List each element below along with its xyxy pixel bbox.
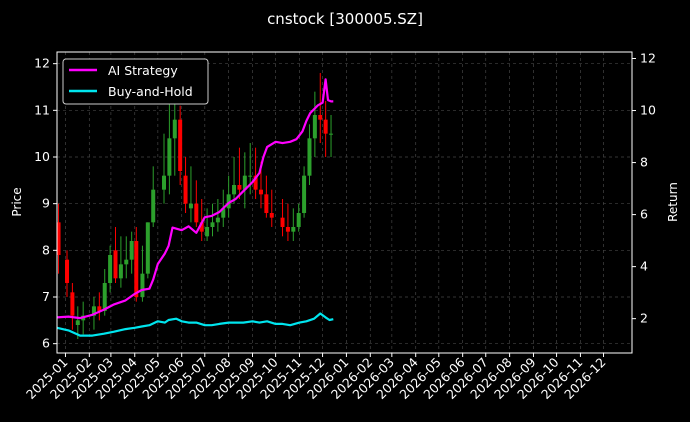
candle-body bbox=[102, 283, 107, 311]
candle-body bbox=[108, 255, 113, 283]
candle-body bbox=[318, 115, 323, 120]
candle-body bbox=[280, 217, 285, 227]
legend-box bbox=[62, 58, 209, 105]
y-tick-label-left: 9 bbox=[42, 196, 50, 211]
candle-body bbox=[237, 185, 242, 190]
candle-body bbox=[205, 227, 210, 237]
candle-body bbox=[215, 217, 220, 223]
candle-body bbox=[285, 227, 290, 232]
candle-body bbox=[264, 194, 269, 213]
candle-body bbox=[312, 115, 317, 139]
candle-body bbox=[134, 241, 139, 297]
y-tick-label-right: 8 bbox=[640, 155, 648, 170]
candle-body bbox=[118, 264, 123, 279]
candle-body bbox=[151, 189, 156, 223]
candle-body bbox=[210, 222, 215, 227]
candle-body bbox=[91, 306, 96, 316]
y-axis-right-label: Return bbox=[666, 182, 680, 222]
candle-body bbox=[167, 138, 172, 176]
x-axis: 2025-012025-022025-032025-042025-052025-… bbox=[23, 353, 609, 402]
candle-body bbox=[302, 175, 307, 213]
candle-body bbox=[232, 185, 237, 195]
candle-body bbox=[242, 175, 247, 190]
candle-body bbox=[124, 259, 129, 265]
candle-body bbox=[129, 241, 134, 260]
candle-body bbox=[329, 133, 334, 135]
candle-body bbox=[70, 292, 75, 316]
y-tick-label-right: 6 bbox=[640, 207, 648, 222]
candle-body bbox=[291, 227, 296, 232]
candle-body bbox=[188, 203, 193, 209]
candle-body bbox=[323, 119, 328, 134]
candle-body bbox=[172, 119, 177, 139]
candle-body bbox=[253, 175, 258, 190]
candle-body bbox=[56, 222, 61, 255]
buy-and-hold-line bbox=[56, 312, 334, 337]
y-tick-label-left: 11 bbox=[34, 102, 50, 117]
y-tick-label-left: 7 bbox=[42, 289, 50, 304]
candle-body bbox=[75, 320, 80, 325]
return-lines bbox=[56, 78, 334, 337]
price-candles bbox=[56, 73, 334, 339]
candle-body bbox=[226, 194, 231, 209]
candle-body bbox=[194, 203, 199, 223]
candle-body bbox=[183, 175, 188, 204]
candle-body bbox=[140, 273, 145, 297]
candle-body bbox=[296, 213, 301, 227]
candle-body bbox=[145, 222, 150, 274]
candle-body bbox=[161, 175, 166, 190]
candle-body bbox=[269, 213, 274, 218]
y-tick-label-right: 10 bbox=[640, 103, 656, 118]
y-axis-right: 2 4 6 8 10 12 bbox=[632, 51, 656, 326]
legend: AI Strategy Buy-and-Hold bbox=[62, 58, 209, 105]
chart-title: cnstock [300005.SZ] bbox=[267, 10, 423, 28]
candle-body bbox=[113, 250, 118, 279]
y-tick-label-left: 10 bbox=[34, 149, 50, 164]
candle-body bbox=[221, 208, 226, 218]
candle-body bbox=[258, 189, 263, 195]
plot-area bbox=[56, 51, 633, 354]
legend-label-ai: AI Strategy bbox=[108, 63, 178, 78]
candle-body bbox=[65, 259, 70, 283]
y-tick-label-left: 8 bbox=[42, 242, 50, 257]
candle-body bbox=[178, 119, 183, 171]
y-axis-left-label: Price bbox=[10, 187, 24, 216]
y-axis-left: 6 7 8 9 10 11 12 bbox=[34, 56, 57, 351]
ai-strategy-line bbox=[56, 78, 334, 320]
y-tick-label-right: 4 bbox=[640, 259, 648, 274]
candle-body bbox=[307, 138, 312, 176]
y-tick-label-left: 6 bbox=[42, 336, 50, 351]
y-tick-label-left: 12 bbox=[34, 56, 50, 71]
candle-body bbox=[97, 306, 102, 311]
candle-body bbox=[199, 222, 204, 232]
y-tick-label-right: 2 bbox=[640, 311, 648, 326]
candle-body bbox=[248, 175, 253, 177]
legend-label-bah: Buy-and-Hold bbox=[108, 84, 193, 99]
y-tick-label-right: 12 bbox=[640, 51, 656, 66]
